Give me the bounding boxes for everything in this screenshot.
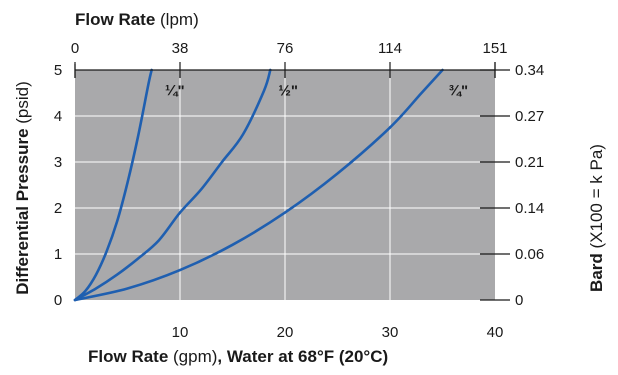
y-axis-title: Differential Pressure (psid): [13, 81, 32, 295]
series-label-3: ¾": [448, 83, 468, 100]
y-axis-tick-label: 2: [54, 200, 62, 217]
series-line-1: [73, 68, 153, 302]
series-label-2: ½": [278, 83, 298, 100]
right-axis-tick-label: 0.27: [515, 108, 544, 125]
y-axis-tick-label: 4: [54, 108, 62, 125]
x-axis-tick-label: 30: [382, 324, 399, 341]
right-axis-title: Bard (X100 = k Pa): [587, 144, 606, 292]
y-axis-tick-label: 1: [54, 246, 62, 263]
right-axis-tick-label: 0.06: [515, 246, 544, 263]
y-axis-tick-label: 5: [54, 62, 62, 79]
top-axis-tick-label: 38: [172, 40, 189, 57]
series-line-2: [73, 68, 272, 302]
x-axis-tick-label: 40: [487, 324, 504, 341]
x-axis-tick-label: 10: [172, 324, 189, 341]
top-axis-tick-label: 0: [71, 40, 79, 57]
right-axis-tick-label: 0.34: [515, 62, 544, 79]
y-axis-tick-label: 0: [54, 292, 62, 309]
series-layer: ¼" ½" ¾": [73, 68, 468, 302]
right-axis-tick-label: 0.21: [515, 154, 544, 171]
y-axis-tick-label: 3: [54, 154, 62, 171]
series-line-3: [73, 68, 444, 302]
top-axis-tick-label: 76: [277, 40, 294, 57]
right-axis-tick-label: 0: [515, 292, 523, 309]
series-label-1: ¼": [165, 83, 185, 100]
axes: [74, 62, 510, 301]
x-axis-title: Flow Rate (gpm), Water at 68°F (20°C): [88, 347, 388, 366]
right-axis-tick-label: 0.14: [515, 200, 544, 217]
top-axis-title: Flow Rate (lpm): [75, 10, 199, 29]
top-axis-tick-label: 114: [378, 40, 402, 57]
x-axis-tick-label: 20: [277, 324, 294, 341]
top-axis-tick-label: 151: [482, 40, 507, 57]
